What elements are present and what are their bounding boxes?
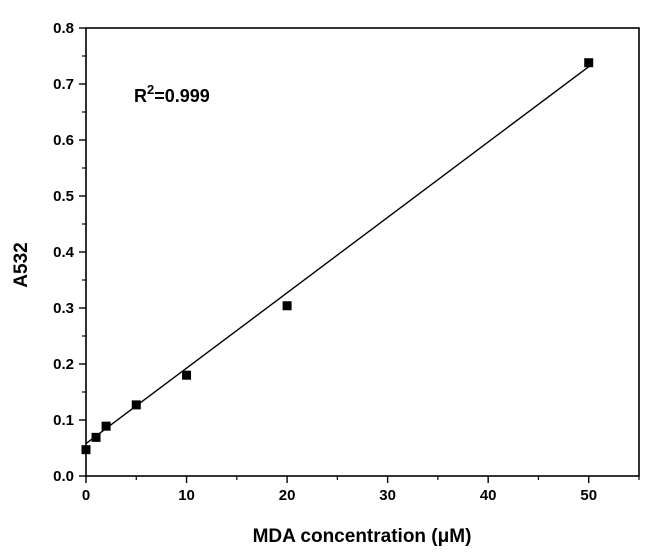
y-tick-label: 0.2 [53,356,74,373]
y-tick-label: 0.1 [53,412,74,429]
data-points [81,58,594,455]
r-squared-sup: 2 [147,82,154,97]
x-tick-label: 30 [379,487,396,504]
tick-labels: 0 10 20 30 40 50 0.0 0.1 0.2 0.3 0.4 0.5 0.6 0.7 0.8 [53,20,597,504]
x-tick-label: 50 [580,487,597,504]
y-tick-label: 0.7 [53,76,74,93]
data-point [91,432,101,442]
r-squared-value: =0.999 [154,86,210,106]
r-squared-base: R [134,86,147,106]
data-point [282,301,292,311]
data-point [81,445,91,455]
y-tick-label: 0.6 [53,132,74,149]
x-tick-label: 10 [178,487,195,504]
data-point [182,370,192,380]
y-tick-label: 0.8 [53,20,74,37]
y-axis-title: A532 [11,242,32,287]
x-tick-label: 0 [82,487,90,504]
y-tick-label: 0.5 [53,188,74,205]
y-tick-label: 0.0 [53,468,74,485]
data-point [131,400,141,410]
y-tick-label: 0.3 [53,300,74,317]
y-tick-label: 0.4 [53,244,75,261]
data-point [101,421,111,431]
data-point [584,58,594,68]
fit-line [85,66,590,445]
x-tick-label: 40 [480,487,497,504]
x-tick-label: 20 [279,487,296,504]
r-squared-annotation: R2=0.999 [134,82,210,106]
x-axis-title: MDA concentration (μM) [253,526,472,547]
